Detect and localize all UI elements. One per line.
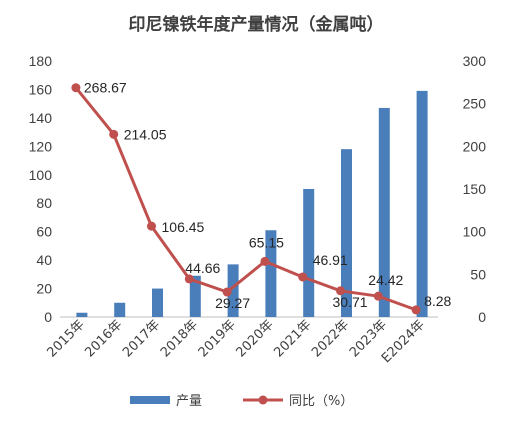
y-left-tick-label: 180 — [29, 53, 53, 69]
legend: 产量 同比（%） — [130, 394, 353, 409]
data-label: 214.05 — [124, 126, 167, 142]
line-point — [336, 286, 345, 296]
data-label: 44.66 — [185, 260, 220, 276]
x-tick-label: 2019年 — [196, 317, 239, 360]
plot-area: 0 20 40 60 80 100 120 140 160 180 0 50 100 150 200 250 3… — [29, 53, 487, 366]
line-point — [411, 305, 421, 315]
data-label: 106.45 — [162, 219, 205, 235]
bar — [189, 275, 201, 317]
y-right-tick-label: 200 — [463, 138, 487, 154]
y-left-tick-label: 120 — [29, 138, 53, 154]
x-tick-label: 2017年 — [120, 317, 163, 360]
data-label: 268.67 — [84, 80, 127, 96]
y-left-tick-label: 140 — [29, 110, 53, 126]
x-tick-label: 2016年 — [82, 317, 125, 360]
line-series — [74, 86, 417, 312]
data-label: 46.91 — [313, 252, 348, 268]
data-label: 30.71 — [333, 294, 368, 310]
x-tick-label: 2021年 — [271, 317, 314, 360]
y-left-tick-label: 80 — [36, 195, 52, 211]
legend-label-bar: 产量 — [176, 394, 202, 409]
y-right-tick-label: 150 — [463, 181, 487, 197]
line-point — [222, 287, 232, 297]
legend-swatch-marker — [258, 395, 268, 405]
y-right-tick-label: 100 — [463, 224, 487, 240]
bar — [227, 264, 239, 317]
bar — [416, 90, 428, 317]
y-left-tick-label: 60 — [36, 224, 52, 240]
x-tick-label: 2020年 — [234, 317, 277, 360]
data-label: 24.42 — [368, 272, 403, 288]
y-left-tick-label: 160 — [29, 81, 53, 97]
data-label: 8.28 — [424, 293, 451, 309]
y-right-tick-label: 250 — [463, 96, 487, 112]
line-point — [298, 272, 308, 282]
bar — [114, 302, 126, 317]
y-left-tick-label: 100 — [29, 167, 53, 183]
y-left-tick-label: 40 — [36, 252, 52, 268]
line-point — [260, 256, 270, 266]
line-point — [109, 129, 119, 139]
data-label: 65.15 — [249, 234, 284, 250]
y-left-tick-label: 0 — [44, 309, 52, 325]
line-point — [147, 221, 156, 231]
legend-swatch-bar — [130, 396, 170, 404]
y-right-tick-label: 50 — [470, 266, 486, 282]
bar — [303, 189, 315, 317]
data-label: 29.27 — [215, 295, 250, 311]
legend-label-line: 同比（%） — [289, 394, 353, 409]
x-tick-label: 2018年 — [158, 317, 201, 360]
bar — [265, 230, 277, 317]
line-point — [373, 291, 383, 301]
bar — [378, 107, 390, 317]
y-right-tick-label: 300 — [463, 53, 487, 69]
chart-title: 印尼镍铁年度产量情况（金属吨） — [129, 14, 384, 35]
line-point — [71, 83, 81, 93]
y-left-tick-label: 20 — [36, 281, 52, 297]
line-point — [184, 274, 194, 284]
y-right-tick-label: 0 — [478, 309, 486, 325]
bar — [341, 149, 352, 317]
bar — [76, 312, 88, 317]
x-tick-label: 2022年 — [309, 317, 352, 360]
bar — [152, 288, 163, 317]
